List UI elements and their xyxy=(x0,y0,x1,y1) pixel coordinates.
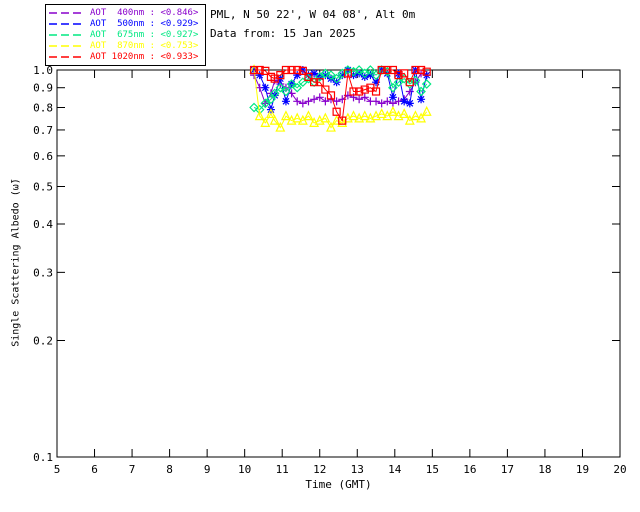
legend-rows: AOT 400nm : <0.846> AOT 500nm : <0.929> AO… xyxy=(49,8,202,62)
date-subtitle: Data from: 15 Jan 2025 xyxy=(210,27,356,40)
x-tick-label: 10 xyxy=(238,463,251,476)
x-axis-label: Time (GMT) xyxy=(305,478,372,491)
legend-item: AOT 675nm : <0.927> xyxy=(49,30,202,40)
x-tick-label: 18 xyxy=(538,463,551,476)
series-line-aot-500nm xyxy=(253,69,428,112)
y-tick-label: 0.7 xyxy=(33,124,53,137)
legend-item: AOT 500nm : <0.929> xyxy=(49,19,202,29)
series-line-aot-675nm xyxy=(253,69,428,111)
y-tick-label: 0.6 xyxy=(33,150,53,163)
plot-frame xyxy=(56,69,621,458)
x-tick-label: 6 xyxy=(91,463,98,476)
x-tick-label: 8 xyxy=(166,463,173,476)
x-tick-label: 17 xyxy=(501,463,514,476)
y-tick-label: 0.2 xyxy=(33,335,53,348)
legend-item: AOT 400nm : <0.846> xyxy=(49,8,202,18)
legend-item: AOT 870nm : <0.753> xyxy=(49,41,202,51)
series-markers-aot-1020nm xyxy=(249,65,431,125)
legend-item-label: AOT 870nm : <0.753> xyxy=(90,41,199,51)
x-tick-label: 19 xyxy=(576,463,589,476)
series-line-aot-1020nm xyxy=(254,69,427,123)
x-tick-label: 5 xyxy=(54,463,61,476)
legend-item-label: AOT 1020nm : <0.933> xyxy=(90,52,199,62)
x-tick-label: 16 xyxy=(463,463,476,476)
y-axis-label: Single Scattering Albedo (ω̃) xyxy=(10,178,22,347)
legend: AOT 400nm : <0.846> AOT 500nm : <0.929> AO… xyxy=(45,4,206,66)
y-tick-label: 0.8 xyxy=(33,102,53,115)
legend-item-label: AOT 500nm : <0.929> xyxy=(90,19,199,29)
legend-dash-swatch xyxy=(49,45,85,47)
legend-dash-swatch xyxy=(49,12,85,14)
x-tick-label: 20 xyxy=(613,463,626,476)
legend-dash-swatch xyxy=(49,23,85,25)
y-tick-label: 0.4 xyxy=(33,218,53,231)
x-tick-label: 7 xyxy=(129,463,136,476)
legend-dash-swatch xyxy=(49,34,85,36)
x-tick-label: 14 xyxy=(388,463,402,476)
y-tick-label: 0.9 xyxy=(33,82,53,95)
station-title: PML, N 50 22', W 04 08', Alt 0m xyxy=(210,8,416,21)
y-tick-label: 0.1 xyxy=(33,451,53,464)
legend-dash-swatch xyxy=(49,56,85,58)
x-tick-label: 12 xyxy=(313,463,326,476)
legend-item-label: AOT 675nm : <0.927> xyxy=(90,30,199,40)
x-tick-label: 9 xyxy=(204,463,211,476)
y-tick-label: 1.0 xyxy=(33,64,53,77)
legend-item: AOT 1020nm : <0.933> xyxy=(49,52,202,62)
x-tick-label: 15 xyxy=(426,463,439,476)
legend-item-label: AOT 400nm : <0.846> xyxy=(90,8,199,18)
y-tick-label: 0.5 xyxy=(33,180,53,193)
x-tick-label: 13 xyxy=(351,463,364,476)
y-tick-label: 0.3 xyxy=(33,266,53,279)
x-tick-label: 11 xyxy=(276,463,289,476)
